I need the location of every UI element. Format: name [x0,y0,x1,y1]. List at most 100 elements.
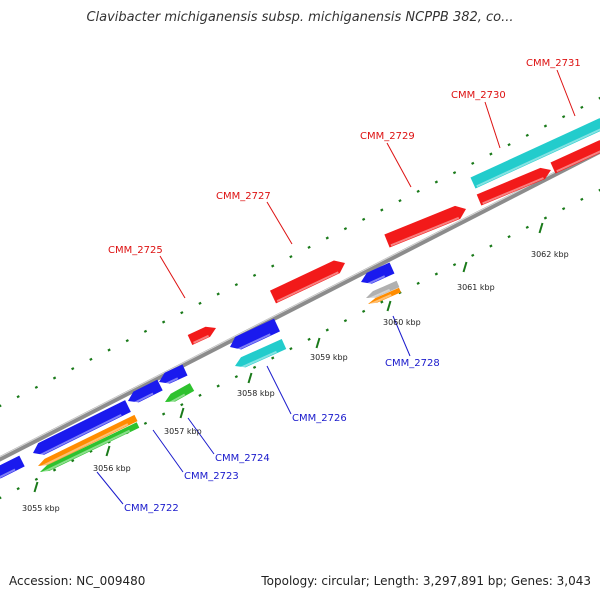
gene-feature-forward-highlight [193,334,210,344]
major-tick [386,300,392,312]
map-title: Clavibacter michiganensis subsp. michiga… [86,10,514,25]
lower-tick [416,281,420,285]
upper-tick [598,96,600,100]
lower-tick [543,216,548,220]
gene-label[interactable]: CMM_2726 [292,413,347,424]
scale-label: 3056 kbp [93,464,131,473]
major-tick [538,222,544,234]
backbone [0,148,600,462]
lower-tick [525,225,529,229]
gene-feature-reverse[interactable] [165,383,195,402]
gene-feature-forward-highlight [482,177,544,205]
gene-label[interactable]: CMM_2723 [184,471,239,482]
gene-feature-forward-highlight [556,150,600,173]
upper-tick [71,367,75,371]
accession-text: Accession: NC_009480 [9,574,146,588]
leader-line [266,201,293,245]
gene-label[interactable]: CMM_2730 [451,90,506,101]
gene-feature-reverse[interactable] [0,455,25,479]
upper-tick [507,143,511,147]
gene-feature-forward[interactable] [384,205,466,248]
gene-feature-reverse-highlight [368,288,391,300]
lower-tick [307,337,311,341]
lower-tick [34,477,39,481]
lower-tick [452,263,457,267]
lower-tick [507,235,511,239]
gene-feature-reverse-highlight [40,423,129,468]
leader-line [266,365,292,415]
gene-label[interactable]: CMM_2731 [526,58,581,69]
lower-tick [434,272,439,276]
upper-tick [434,180,439,184]
upper-tick [271,264,275,268]
lower-tick [361,309,366,313]
gene-feature-forward-highlight [476,128,600,188]
gene-feature-reverse[interactable] [33,400,131,455]
upper-tick [143,329,148,333]
gene-feature-reverse[interactable] [230,318,280,350]
gene-feature-forward-highlight [276,271,339,303]
major-tick [33,481,39,493]
gene-label[interactable]: CMM_2729 [360,131,415,142]
scale-label: 3055 kbp [22,504,60,513]
gene-label[interactable]: CMM_2727 [216,191,271,202]
lower-tick [271,356,275,360]
lower-tick [252,365,257,369]
gene-label[interactable]: CMM_2728 [385,358,440,369]
gene-feature-reverse-highlight [369,294,392,306]
upper-tick [125,339,129,343]
gene-feature-reverse[interactable] [361,262,395,284]
gene-feature-reverse[interactable] [128,379,163,403]
lower-tick [0,496,2,500]
upper-tick [180,311,184,315]
leader-line [484,101,501,149]
lower-tick [161,412,166,416]
gene-feature-reverse[interactable] [366,280,400,298]
gene-label[interactable]: CMM_2725 [108,245,163,256]
upper-tick [380,208,384,212]
gene-feature-reverse[interactable] [38,414,138,466]
upper-tick [580,105,584,109]
lower-tick [234,375,239,379]
gene-feature-forward[interactable] [470,118,600,189]
major-tick [179,407,185,419]
lower-tick [325,328,329,332]
gene-feature-forward[interactable] [187,326,216,345]
gene-feature-reverse[interactable] [159,364,188,384]
lower-tick [343,319,348,323]
lower-tick [471,253,475,257]
scale-label: 3059 kbp [310,353,348,362]
lower-tick [489,244,493,248]
gene-feature-forward[interactable] [550,140,600,174]
upper-tick [489,152,493,156]
gene-label[interactable]: CMM_2722 [124,503,179,514]
upper-tick [307,245,311,249]
gene-feature-reverse-highlight [0,468,16,479]
upper-tick [107,348,111,352]
upper-tick [16,395,20,399]
lower-tick [289,347,293,351]
upper-tick [325,236,329,240]
gene-feature-reverse[interactable] [368,287,402,304]
gene-feature-forward[interactable] [270,260,345,304]
scale-label: 3058 kbp [237,389,275,398]
scale-label: 3057 kbp [164,427,202,436]
upper-tick [561,115,566,119]
gene-feature-reverse-highlight [131,392,154,406]
major-tick [247,372,253,384]
lower-tick [561,207,566,211]
gene-label[interactable]: CMM_2724 [215,453,270,464]
lower-tick [71,459,75,463]
gene-feature-reverse[interactable] [235,338,287,368]
upper-tick [198,301,202,305]
scale-label: 3060 kbp [383,318,421,327]
leader-line [556,69,576,117]
leader-line [159,255,186,299]
lower-tick [198,393,202,397]
gene-feature-reverse[interactable] [40,422,140,472]
leader-line [386,142,412,188]
major-tick [315,337,321,349]
leader-line [187,417,215,455]
gene-feature-forward[interactable] [476,167,551,206]
